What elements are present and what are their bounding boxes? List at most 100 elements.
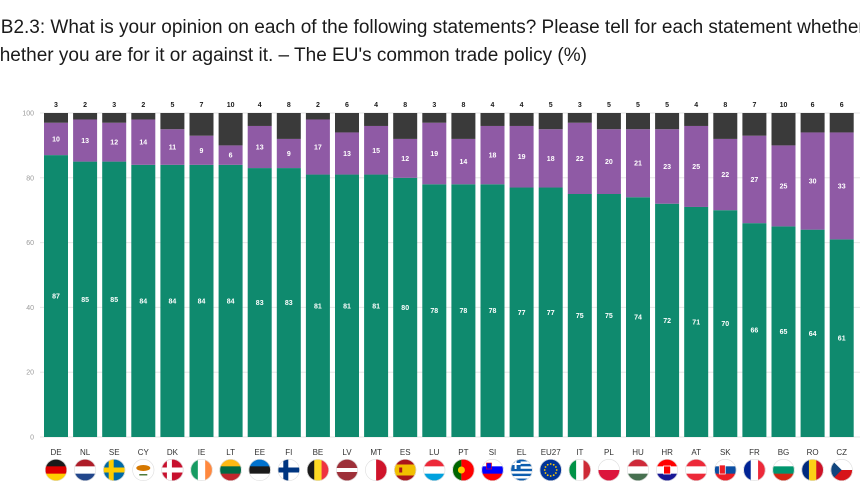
label-for-it: 75 — [576, 313, 584, 320]
label-against-lu: 19 — [430, 151, 438, 158]
x-category-label: BE — [313, 448, 324, 457]
bar-dont-know-lv — [335, 113, 359, 133]
label-dont-know-hu: 5 — [636, 102, 640, 109]
label-dont-know-es: 8 — [403, 102, 407, 109]
label-against-lt: 6 — [229, 153, 233, 160]
label-against-sk: 22 — [721, 172, 729, 179]
label-for-fr: 66 — [751, 328, 759, 335]
label-for-be: 81 — [314, 303, 322, 310]
label-dont-know-lu: 3 — [432, 102, 436, 109]
label-layer: 87103DE85132NL85123SE84142CY84115DK8497I… — [50, 102, 847, 457]
label-for-mt: 81 — [372, 303, 380, 310]
flag-ro-icon — [801, 459, 824, 481]
label-for-lt: 84 — [227, 298, 235, 305]
bar-against-ro — [800, 132, 825, 230]
bar-dont-know-lt — [218, 113, 243, 146]
label-against-hr: 23 — [663, 164, 671, 171]
label-for-bg: 65 — [780, 329, 788, 336]
label-dont-know-fi: 8 — [287, 102, 291, 109]
x-category-label: DE — [50, 448, 61, 457]
label-for-lu: 78 — [430, 308, 438, 315]
bar-against-lv — [335, 132, 359, 175]
bar-against-at — [684, 125, 709, 207]
x-category-label: EE — [254, 448, 265, 457]
x-category-label: EU27 — [541, 448, 562, 457]
x-category-label: HR — [661, 448, 673, 457]
label-dont-know-de: 3 — [54, 102, 58, 109]
x-category-label: CZ — [836, 448, 847, 457]
bar-dont-know-eu27 — [538, 113, 563, 130]
x-category-label: ES — [400, 448, 411, 457]
x-category-label: FI — [285, 448, 292, 457]
bar-dont-know-fi — [276, 113, 301, 139]
bar-against-hu — [626, 129, 650, 198]
label-dont-know-ro: 6 — [811, 102, 815, 109]
label-dont-know-sk: 8 — [723, 102, 727, 109]
flag-el-icon — [510, 459, 533, 481]
label-against-pl: 20 — [605, 159, 613, 166]
x-category-label: HU — [632, 448, 644, 457]
label-for-cy: 84 — [139, 298, 147, 305]
x-category-label: FR — [749, 448, 760, 457]
bar-against-be — [305, 119, 330, 175]
x-category-label: EL — [517, 448, 527, 457]
flag-be-icon — [306, 459, 329, 481]
label-against-fr: 27 — [751, 177, 759, 184]
flag-bg-icon — [772, 459, 795, 481]
label-dont-know-si: 4 — [491, 102, 495, 109]
label-for-cz: 61 — [838, 336, 846, 343]
bar-against-cz — [829, 132, 854, 240]
label-against-lv: 13 — [343, 151, 351, 158]
flag-pt-icon — [452, 459, 475, 481]
flag-cy-icon — [132, 459, 155, 481]
bar-against-mt — [364, 125, 389, 175]
label-against-de: 10 — [52, 136, 60, 143]
label-for-sk: 70 — [721, 321, 729, 328]
flag-pl-icon — [597, 459, 620, 481]
label-dont-know-nl: 2 — [83, 102, 87, 109]
bar-against-nl — [73, 119, 98, 162]
label-for-ro: 64 — [809, 331, 817, 338]
bar-for-fr — [742, 223, 767, 437]
bar-dont-know-hr — [655, 113, 680, 130]
bar-dont-know-se — [102, 113, 127, 123]
bar-dont-know-be — [305, 113, 330, 120]
flag-lu-icon — [423, 459, 446, 481]
x-category-label: NL — [80, 448, 91, 457]
label-against-si: 18 — [489, 153, 497, 160]
label-dont-know-be: 2 — [316, 102, 320, 109]
bar-against-eu27 — [538, 129, 563, 188]
bar-for-ro — [800, 229, 825, 437]
y-tick-label: 100 — [22, 111, 34, 118]
bar-for-sk — [713, 210, 738, 437]
y-tick-label: 0 — [30, 435, 34, 442]
bar-for-ie — [189, 164, 214, 437]
label-for-pl: 75 — [605, 313, 613, 320]
bar-against-sk — [713, 138, 738, 211]
flag-eu27-icon — [539, 459, 562, 481]
bar-for-el — [509, 187, 534, 437]
bar-against-si — [480, 125, 505, 185]
chart-title-line-1: QB2.3: What is your opinion on each of t… — [0, 17, 860, 38]
bar-dont-know-cy — [131, 113, 156, 120]
label-for-nl: 85 — [81, 297, 89, 304]
x-category-label: SK — [720, 448, 731, 457]
label-against-es: 12 — [401, 156, 409, 163]
bar-against-lt — [218, 145, 243, 165]
label-dont-know-ee: 4 — [258, 102, 262, 109]
x-category-label: PL — [604, 448, 614, 457]
label-against-bg: 25 — [780, 183, 788, 190]
label-dont-know-it: 3 — [578, 102, 582, 109]
label-dont-know-pt: 8 — [461, 102, 465, 109]
bar-for-eu27 — [538, 187, 563, 437]
bar-for-lv — [335, 174, 359, 437]
label-for-el: 77 — [518, 310, 526, 317]
label-dont-know-ie: 7 — [200, 102, 204, 109]
bar-against-pl — [596, 129, 621, 194]
bar-against-ie — [189, 135, 214, 165]
label-for-es: 80 — [401, 305, 409, 312]
flag-nl-icon — [74, 459, 97, 481]
chart-title: QB2.3: What is your opinion on each of t… — [0, 14, 860, 70]
label-for-ie: 84 — [198, 298, 206, 305]
label-for-lv: 81 — [343, 303, 351, 310]
